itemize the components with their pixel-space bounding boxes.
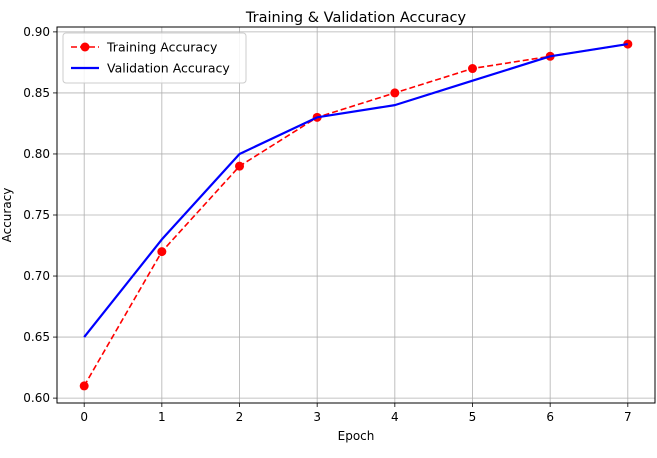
training-accuracy-line [83,43,628,387]
training-accuracy-point [390,88,400,98]
y-tick-label: 0.60 [23,391,50,405]
validation-accuracy-line [83,43,628,338]
y-tick-label: 0.75 [23,208,50,222]
training-accuracy-point [235,161,245,171]
y-axis-title: Accuracy [0,188,14,243]
x-tick-label: 7 [624,410,632,424]
x-tick-label: 5 [469,410,477,424]
x-axis-title: Epoch [338,429,375,443]
y-tick-label: 0.70 [23,269,50,283]
tick-layer: 0 1 2 3 4 5 6 7 0.60 0.65 0.70 0.75 0.80 0.85 0.90 [23,25,631,424]
chart-title: Training & Validation Accuracy [245,10,467,26]
x-tick-label: 1 [158,410,166,424]
series-layer [79,39,633,391]
grid-layer [57,27,655,403]
legend-training-accuracy-label: Training Accuracy [106,40,218,55]
x-tick-label: 4 [391,410,399,424]
y-tick-label: 0.90 [23,25,50,39]
y-tick-label: 0.80 [23,147,50,161]
legend-training-accuracy-marker [80,42,90,52]
training-accuracy-point [467,64,477,74]
y-tick-label: 0.85 [23,86,50,100]
legend-box [62,32,247,84]
x-tick-label: 3 [313,410,321,424]
training-accuracy-point [79,381,89,391]
x-tick-label: 0 [80,410,88,424]
x-tick-label: 2 [236,410,244,424]
training-accuracy-point [157,247,167,257]
legend: Training Accuracy Validation Accuracy [62,32,247,84]
legend-validation-accuracy-label: Validation Accuracy [107,61,230,76]
y-tick-label: 0.65 [23,330,50,344]
x-tick-label: 6 [546,410,554,424]
